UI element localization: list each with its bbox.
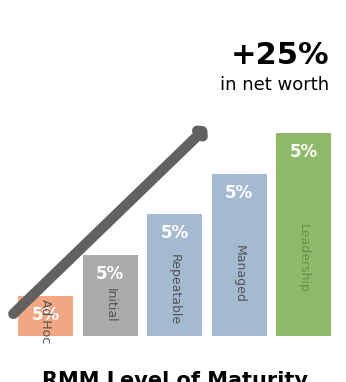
Text: RMM Level of Maturity: RMM Level of Maturity xyxy=(42,371,308,382)
Text: Initial: Initial xyxy=(103,288,117,322)
Text: +25%: +25% xyxy=(231,41,329,70)
Bar xyxy=(212,173,266,336)
Text: 5%: 5% xyxy=(290,143,318,161)
Text: Ad Hoc: Ad Hoc xyxy=(39,299,52,343)
Text: in net worth: in net worth xyxy=(220,76,329,94)
Text: Repeatable: Repeatable xyxy=(168,254,181,325)
Bar xyxy=(147,214,202,336)
Bar xyxy=(83,255,137,336)
Text: 5%: 5% xyxy=(96,265,124,283)
Bar xyxy=(276,133,331,336)
Text: Managed: Managed xyxy=(233,246,246,303)
Bar xyxy=(18,296,73,336)
Text: 5%: 5% xyxy=(31,306,60,324)
Text: 5%: 5% xyxy=(225,184,253,202)
Text: Leadership: Leadership xyxy=(297,225,310,293)
Text: 5%: 5% xyxy=(161,224,189,242)
